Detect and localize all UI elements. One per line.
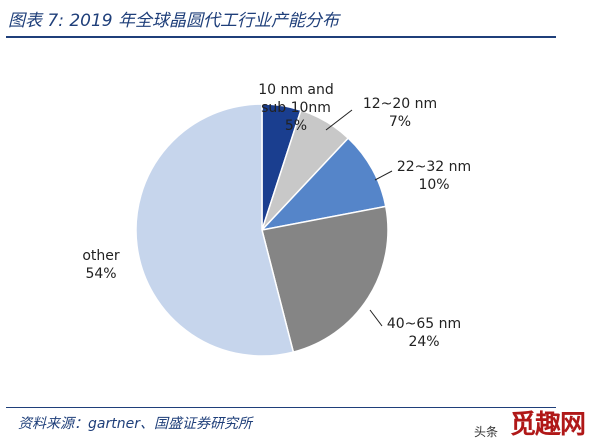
watermark-logo: 觅趣网 [510, 410, 586, 440]
watermark-text: 头条 [474, 425, 499, 439]
source-note: 资料来源：gartner、国盛证券研究所 [18, 416, 252, 432]
slice-percent-0: 5% [285, 118, 307, 134]
slice-label-2: 22~32 nm [397, 159, 471, 175]
leader-line-3 [369, 309, 383, 327]
slice-label-0: sub 10nm [261, 100, 331, 116]
leader-lines [325, 109, 393, 327]
slice-label-0: 10 nm and [258, 82, 334, 98]
chart-title: 图表 7: 2019 年全球晶圆代工行业产能分布 [8, 11, 340, 31]
slice-label-3: 40~65 nm [387, 316, 461, 332]
slice-label-1: 12~20 nm [363, 96, 437, 112]
footer-divider [6, 407, 556, 408]
pie-slices [135, 103, 389, 357]
slice-percent-2: 10% [418, 177, 449, 193]
pie-slice-3 [261, 205, 389, 353]
title-divider [6, 36, 556, 38]
slice-label-4: other [82, 248, 120, 264]
slice-percent-4: 54% [85, 266, 116, 282]
pie-slice-2 [259, 137, 387, 232]
slice-labels: 10 nm and sub 10nm 5% 12~20 nm 7% 22~32 nm 10%… [82, 82, 471, 350]
leader-line-1 [325, 109, 353, 131]
slice-percent-1: 7% [389, 114, 411, 130]
slice-percent-3: 24% [408, 334, 439, 350]
leader-line-2 [374, 170, 393, 181]
pie-chart: 10 nm and sub 10nm 5% 12~20 nm 7% 22~32 nm 10%… [82, 82, 471, 357]
pie-slice-4 [135, 103, 295, 357]
